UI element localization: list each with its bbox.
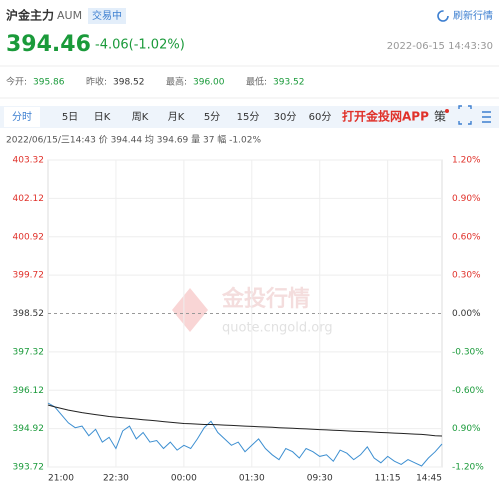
y2-tick-label: 1.20%: [452, 156, 481, 166]
y-tick-label: 403.32: [13, 156, 45, 166]
instrument-code: AUM: [57, 9, 82, 22]
y-tick-label: 399.72: [13, 271, 45, 281]
watermark: 金投行情 quote.cngold.org: [172, 286, 333, 336]
tab[interactable]: 30分: [274, 111, 297, 123]
app-link[interactable]: 打开金投网APP: [342, 109, 429, 124]
x-tick-label: 00:00: [171, 474, 197, 484]
y-tick-label: 402.12: [13, 194, 45, 204]
y2-tick-label: -0.30%: [452, 347, 484, 357]
y-tick-label: 394.92: [13, 424, 45, 434]
y-tick-label: 397.32: [13, 347, 45, 357]
refresh-button[interactable]: 刷新行情: [437, 9, 493, 22]
x-tick-label: 01:30: [239, 474, 265, 484]
stat-value: 395.86: [33, 78, 65, 88]
stat-label: 昨收:: [86, 76, 107, 88]
watermark-title: 金投行情: [221, 286, 310, 312]
y2-tick-label: 0.00%: [452, 309, 481, 319]
y2-tick-label: -0.60%: [452, 386, 484, 396]
menu-icon[interactable]: [482, 111, 491, 123]
y-tick-label: 393.72: [13, 463, 45, 473]
x-tick-label: 14:45: [416, 474, 442, 484]
watermark-url: quote.cngold.org: [222, 321, 333, 336]
y2-tick-label: 0.90%: [452, 194, 481, 204]
y2-tick-label: 0.60%: [452, 232, 481, 242]
series-line: [47, 404, 443, 437]
x-tick-label: 22:30: [103, 474, 129, 484]
watermark-logo: [172, 288, 208, 332]
y2-tick-label: 0.30%: [452, 271, 481, 281]
refresh-icon: [437, 10, 449, 22]
series-line: [47, 402, 443, 467]
tab[interactable]: 周K: [132, 111, 149, 123]
x-tick-label: 09:30: [307, 474, 333, 484]
stat-label: 最高:: [166, 76, 187, 88]
info-line: 2022/06/15/三14:43 价 394.44 均 394.69 量 37…: [6, 134, 261, 146]
tab[interactable]: 日K: [94, 112, 111, 123]
stat-value: 396.00: [193, 78, 225, 88]
y2-tick-label: 0.90%: [452, 424, 481, 434]
tab[interactable]: 月K: [168, 111, 185, 123]
tab-bar: [0, 106, 499, 128]
fullscreen-icon[interactable]: [458, 105, 472, 125]
y-tick-label: 396.12: [13, 386, 45, 396]
tab[interactable]: 5日: [62, 112, 78, 123]
more-tab[interactable]: 策: [434, 110, 446, 124]
quote-time: 2022-06-15 14:43:30: [387, 41, 493, 52]
tab[interactable]: 分时: [12, 111, 32, 123]
instrument-name: 沪金主力: [6, 8, 54, 23]
refresh-text[interactable]: 刷新行情: [453, 9, 493, 22]
x-tick-label: 11:15: [375, 474, 401, 484]
tab[interactable]: 5分: [204, 111, 220, 123]
stat-label: 今开:: [6, 76, 27, 88]
plot-border: [47, 159, 443, 468]
price-change: -4.06(-1.02%): [95, 38, 185, 53]
stat-label: 最低:: [246, 76, 267, 88]
last-price: 394.46: [6, 32, 91, 57]
stat-value: 398.52: [113, 78, 145, 88]
x-tick-label: 21:00: [48, 474, 74, 484]
status-badge: [88, 8, 126, 24]
notice-dot: [445, 109, 449, 113]
y-tick-label: 400.92: [13, 232, 45, 242]
tab[interactable]: 15分: [237, 111, 260, 123]
active-tab: [4, 107, 40, 127]
y2-tick-label: -1.20%: [452, 463, 484, 473]
y-tick-label: 398.52: [13, 309, 45, 319]
status-text: 交易中: [92, 9, 122, 22]
stat-value: 393.52: [273, 78, 305, 88]
tab[interactable]: 60分: [309, 111, 332, 123]
